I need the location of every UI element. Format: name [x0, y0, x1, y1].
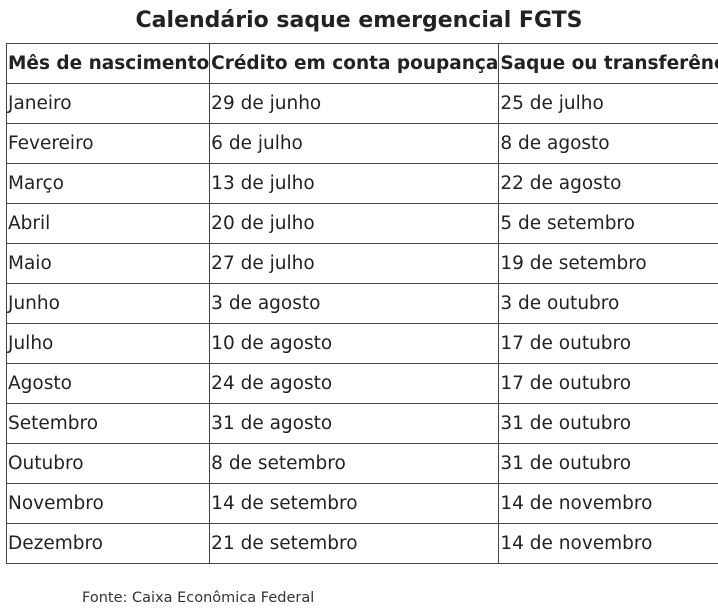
- cell-credit-date: 31 de agosto: [209, 403, 500, 444]
- cell-month: Janeiro: [5, 83, 211, 124]
- table-row: Abril 20 de julho 5 de setembro: [5, 203, 718, 244]
- cell-month: Fevereiro: [5, 123, 211, 164]
- cell-month: Abril: [5, 203, 211, 244]
- cell-credit-date: 21 de setembro: [209, 523, 500, 564]
- cell-month: Julho: [5, 323, 211, 364]
- cell-credit-date: 27 de julho: [209, 243, 500, 284]
- cell-withdrawal-date: 3 de outubro: [498, 283, 718, 324]
- table-row: Maio 27 de julho 19 de setembro: [5, 243, 718, 284]
- cell-month: Agosto: [5, 363, 211, 404]
- table-row: Agosto 24 de agosto 17 de outubro: [5, 363, 718, 404]
- cell-month: Dezembro: [5, 523, 211, 564]
- table-row: Dezembro 21 de setembro 14 de novembro: [5, 523, 718, 564]
- cell-withdrawal-date: 22 de agosto: [498, 163, 718, 204]
- table-row: Novembro 14 de setembro 14 de novembro: [5, 483, 718, 524]
- cell-credit-date: 8 de setembro: [209, 443, 500, 484]
- cell-month: Setembro: [5, 403, 211, 444]
- cell-month: Março: [5, 163, 211, 204]
- cell-credit-date: 6 de julho: [209, 123, 500, 164]
- cell-withdrawal-date: 8 de agosto: [498, 123, 718, 164]
- cell-month: Junho: [5, 283, 211, 324]
- table-header-row: Mês de nascimento Crédito em conta poupa…: [5, 43, 718, 84]
- page-title: Calendário saque emergencial FGTS: [135, 8, 583, 33]
- cell-withdrawal-date: 31 de outubro: [498, 443, 718, 484]
- cell-credit-date: 29 de junho: [209, 83, 500, 124]
- table-row: Junho 3 de agosto 3 de outubro: [5, 283, 718, 324]
- table-row: Fevereiro 6 de julho 8 de agosto: [5, 123, 718, 164]
- cell-credit-date: 10 de agosto: [209, 323, 500, 364]
- table-row: Março 13 de julho 22 de agosto: [5, 163, 718, 204]
- header-savings-credit: Crédito em conta poupança: [209, 43, 500, 84]
- cell-withdrawal-date: 19 de setembro: [498, 243, 718, 284]
- table-row: Julho 10 de agosto 17 de outubro: [5, 323, 718, 364]
- cell-credit-date: 13 de julho: [209, 163, 500, 204]
- header-withdrawal-transfer: Saque ou transferência: [498, 43, 718, 84]
- cell-month: Maio: [5, 243, 211, 284]
- cell-credit-date: 14 de setembro: [209, 483, 500, 524]
- cell-withdrawal-date: 14 de novembro: [498, 483, 718, 524]
- cell-credit-date: 24 de agosto: [209, 363, 500, 404]
- cell-withdrawal-date: 5 de setembro: [498, 203, 718, 244]
- cell-withdrawal-date: 14 de novembro: [498, 523, 718, 564]
- source-caption: Fonte: Caixa Econômica Federal: [82, 590, 315, 606]
- cell-month: Novembro: [5, 483, 211, 524]
- cell-withdrawal-date: 17 de outubro: [498, 323, 718, 364]
- cell-withdrawal-date: 31 de outubro: [498, 403, 718, 444]
- calendar-table: Mês de nascimento Crédito em conta poupa…: [5, 43, 718, 564]
- cell-credit-date: 3 de agosto: [209, 283, 500, 324]
- table-row: Janeiro 29 de junho 25 de julho: [5, 83, 718, 124]
- cell-withdrawal-date: 25 de julho: [498, 83, 718, 124]
- header-birth-month: Mês de nascimento: [5, 43, 211, 84]
- cell-credit-date: 20 de julho: [209, 203, 500, 244]
- cell-month: Outubro: [5, 443, 211, 484]
- table-row: Setembro 31 de agosto 31 de outubro: [5, 403, 718, 444]
- cell-withdrawal-date: 17 de outubro: [498, 363, 718, 404]
- table-row: Outubro 8 de setembro 31 de outubro: [5, 443, 718, 484]
